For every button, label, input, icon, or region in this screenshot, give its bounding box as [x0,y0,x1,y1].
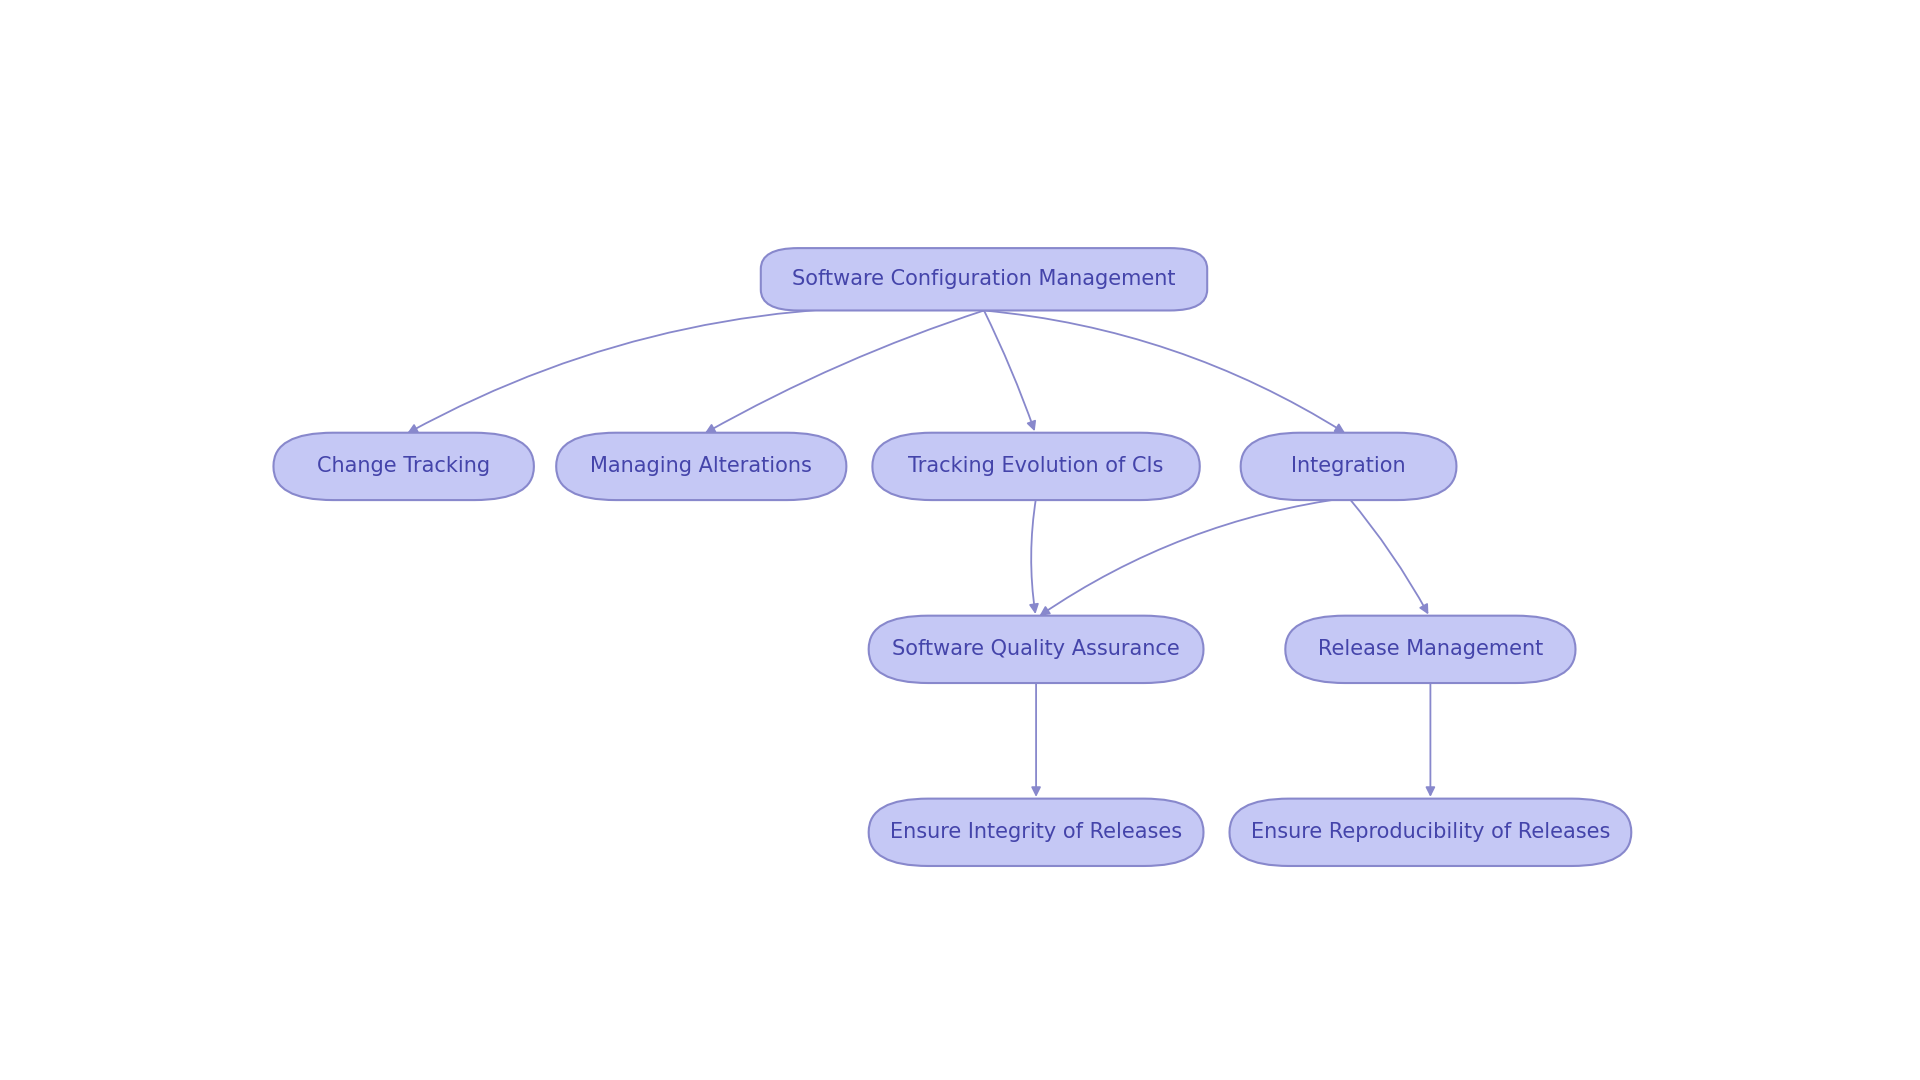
FancyBboxPatch shape [557,433,847,500]
FancyBboxPatch shape [1240,433,1457,500]
Text: Ensure Reproducibility of Releases: Ensure Reproducibility of Releases [1250,822,1611,842]
Text: Software Quality Assurance: Software Quality Assurance [893,639,1181,660]
Text: Software Configuration Management: Software Configuration Management [793,269,1175,289]
FancyBboxPatch shape [273,433,534,500]
FancyBboxPatch shape [872,433,1200,500]
Text: Managing Alterations: Managing Alterations [589,457,812,476]
FancyBboxPatch shape [868,616,1204,683]
FancyBboxPatch shape [1284,616,1576,683]
Text: Ensure Integrity of Releases: Ensure Integrity of Releases [891,822,1183,842]
Text: Change Tracking: Change Tracking [317,457,490,476]
Text: Release Management: Release Management [1317,639,1544,660]
Text: Integration: Integration [1292,457,1405,476]
FancyBboxPatch shape [760,248,1208,310]
FancyBboxPatch shape [1229,798,1632,866]
Text: Tracking Evolution of CIs: Tracking Evolution of CIs [908,457,1164,476]
FancyBboxPatch shape [868,798,1204,866]
